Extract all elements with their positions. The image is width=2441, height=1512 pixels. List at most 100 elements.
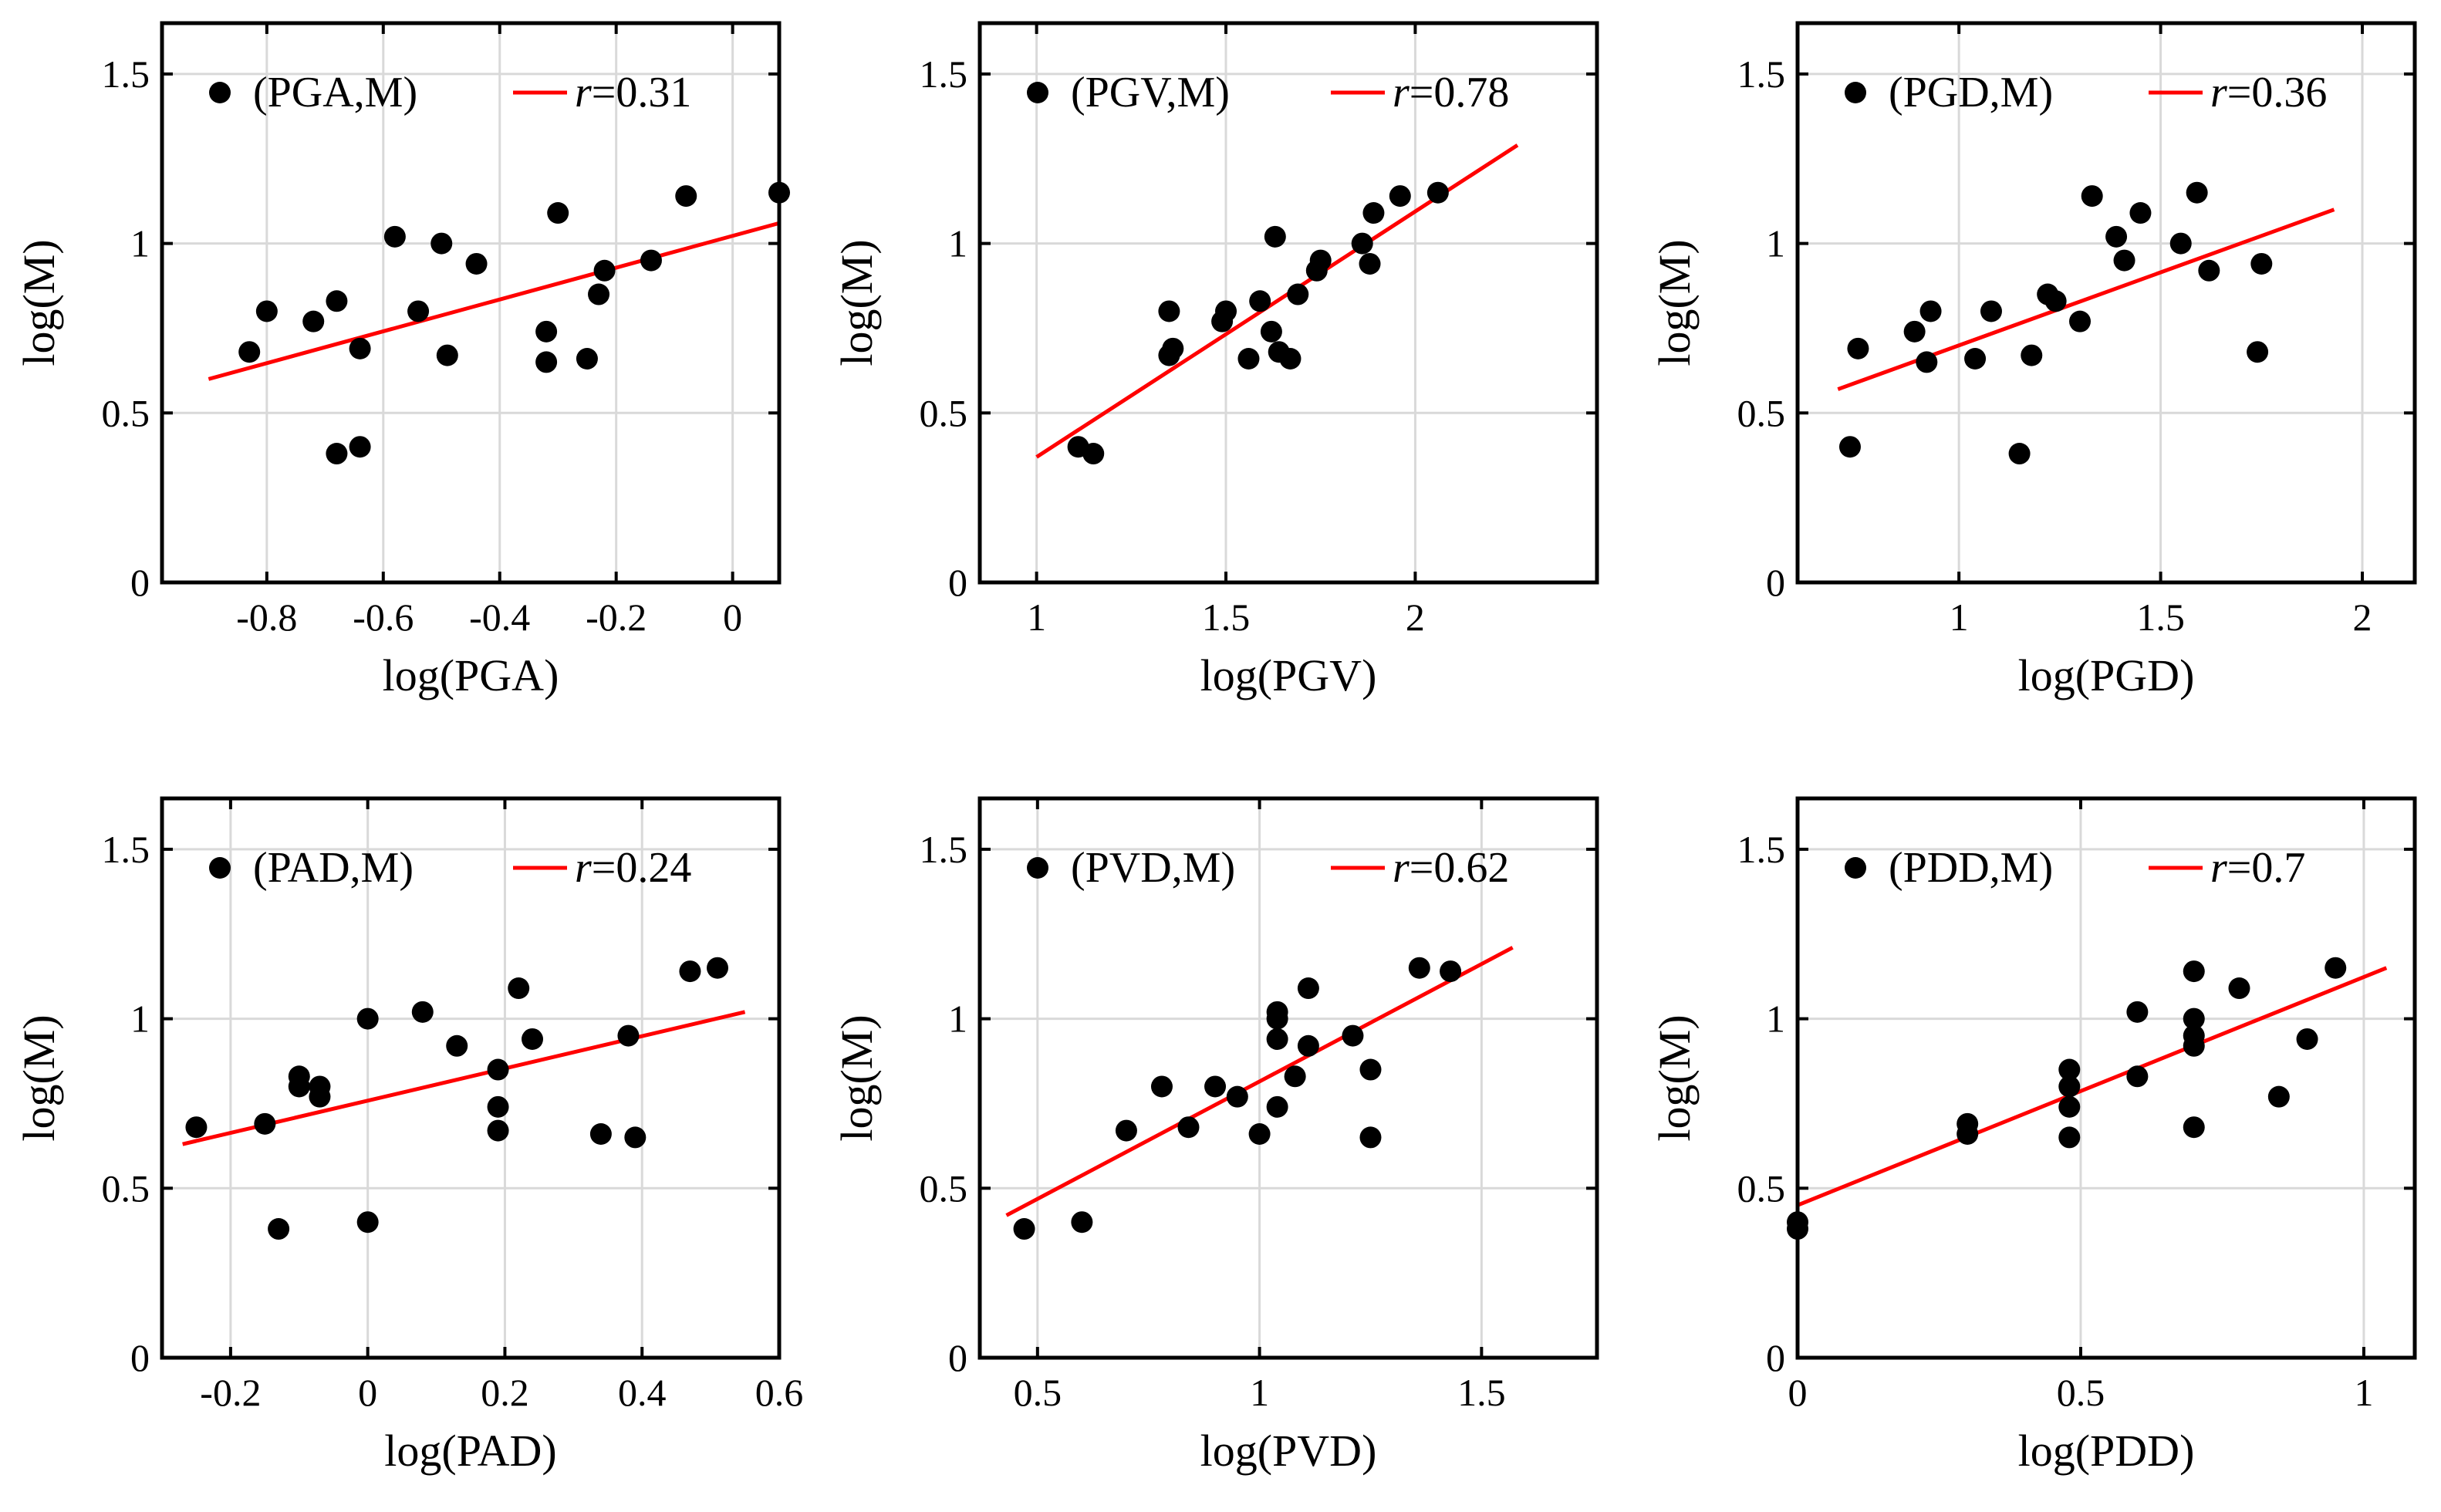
- y-tick-label: 1.5: [102, 52, 150, 96]
- plot-area: [1798, 798, 2415, 1358]
- x-tick-label: -0.4: [469, 596, 530, 639]
- x-tick-label: 0.4: [618, 1371, 667, 1414]
- y-axis-title: log(M): [832, 239, 882, 366]
- axes-frame: [160, 21, 782, 585]
- data-point: [1260, 320, 1282, 343]
- y-tick-label: 0.5: [920, 391, 968, 434]
- axes-frame: [977, 21, 1599, 585]
- legend-r-value: =0.36: [2227, 69, 2328, 116]
- data-point: [2105, 225, 2128, 248]
- x-tick-label: 0.5: [2057, 1371, 2105, 1414]
- legend-marker: [1027, 857, 1048, 879]
- data-point: [2126, 1001, 2149, 1023]
- data-point: [707, 957, 728, 979]
- y-axis-title: log(M): [832, 1014, 882, 1141]
- data-point: [2267, 1085, 2290, 1108]
- data-point: [535, 351, 558, 373]
- data-point: [1297, 977, 1319, 1000]
- data-point: [1266, 1095, 1288, 1118]
- data-point: [2081, 185, 2103, 208]
- data-point: [465, 252, 488, 275]
- data-point: [487, 1058, 509, 1081]
- y-tick-label: 0.5: [102, 1166, 150, 1210]
- data-point: [1342, 1024, 1364, 1047]
- y-tick-label: 0: [1766, 561, 1785, 604]
- y-axis-title: log(M): [1649, 1014, 1700, 1141]
- legend-point-label: (PGA,M): [253, 69, 417, 116]
- data-point: [2183, 1007, 2205, 1030]
- chart-pdd: 0 0.5 1 0 0.5 1 1.5 (PDD,M) r=0.7 log(PDD) log(M): [1649, 796, 2417, 1476]
- y-tick-label: 1.5: [920, 52, 968, 96]
- data-point: [288, 1075, 310, 1098]
- x-tick-label: 0.2: [481, 1371, 529, 1414]
- x-tick-label: -0.6: [353, 596, 414, 639]
- data-point: [446, 1034, 468, 1057]
- data-point: [593, 259, 616, 282]
- legend-r-label: r=0.24: [575, 844, 691, 892]
- x-tick-label: 1.5: [1457, 1371, 1506, 1414]
- data-point: [1903, 320, 1926, 343]
- data-point: [1408, 957, 1430, 979]
- data-point: [383, 225, 406, 248]
- data-point: [238, 341, 261, 363]
- legend-point-label: (PGD,M): [1889, 69, 2053, 116]
- data-point: [309, 1075, 331, 1098]
- data-point: [1115, 1119, 1137, 1142]
- x-tick-label: 1: [2354, 1371, 2373, 1414]
- data-point: [1013, 1218, 1035, 1240]
- data-point: [2008, 443, 2031, 465]
- data-point: [2228, 977, 2250, 1000]
- y-tick-label: 0.5: [102, 391, 150, 434]
- data-point: [2183, 1116, 2205, 1139]
- data-point: [302, 310, 325, 332]
- data-point: [1215, 300, 1237, 322]
- legend-marker: [1845, 82, 1866, 103]
- data-point: [1204, 1075, 1227, 1098]
- data-point: [254, 1112, 276, 1135]
- data-point: [2058, 1058, 2081, 1081]
- data-point: [1351, 232, 1373, 255]
- chart-pvd: 0.5 1 1.5 0 0.5 1 1.5 (PVD,M) r=0.62 log(PVD) log(…: [832, 796, 1599, 1476]
- legend-r-value: =0.78: [1410, 69, 1510, 116]
- x-tick-label: 1: [1027, 596, 1046, 639]
- x-tick-label: 0: [1788, 1371, 1808, 1414]
- fit-line: [1005, 946, 1514, 1217]
- y-tick-label: 0: [1766, 1336, 1785, 1379]
- y-tick-label: 1.5: [1737, 828, 1786, 871]
- data-point: [1249, 290, 1271, 312]
- data-point: [487, 1119, 509, 1142]
- x-axis-title: log(PDD): [2018, 1426, 2195, 1476]
- chart-pad: -0.2 0 0.2 0.4 0.6 0 0.5 1 1.5 (PAD,M) r=0.24 log(P…: [14, 796, 803, 1476]
- legend-r-label: r=0.31: [575, 69, 691, 116]
- data-point: [1916, 351, 1938, 373]
- data-point: [2325, 957, 2347, 979]
- x-tick-label: 0: [358, 1371, 377, 1414]
- x-axis-title: log(PAD): [384, 1426, 556, 1476]
- data-point: [1226, 1085, 1248, 1108]
- data-point: [679, 960, 701, 983]
- y-tick-label: 1: [948, 222, 967, 265]
- data-point: [2296, 1028, 2318, 1050]
- data-point: [1847, 337, 1869, 359]
- data-point: [535, 320, 558, 343]
- data-point: [617, 1024, 640, 1047]
- y-tick-label: 0.5: [1737, 1166, 1786, 1210]
- legend-r-value: =0.31: [592, 69, 692, 116]
- data-point: [1158, 300, 1180, 322]
- data-point: [1919, 300, 1942, 322]
- data-point: [349, 436, 371, 458]
- y-tick-label: 1.5: [920, 828, 968, 871]
- axes-frame: [977, 796, 1599, 1360]
- data-point: [2126, 1065, 2149, 1088]
- data-point: [326, 443, 348, 465]
- y-axis-title: log(M): [14, 239, 64, 366]
- data-point: [1980, 300, 2002, 322]
- y-tick-label: 0: [130, 1336, 150, 1379]
- data-point: [255, 300, 278, 322]
- y-tick-label: 1: [948, 997, 967, 1041]
- legend-r-value: =0.24: [592, 844, 692, 892]
- x-tick-label: 1: [1250, 1371, 1269, 1414]
- fit-line: [182, 1010, 746, 1146]
- data-point: [1359, 1126, 1382, 1149]
- data-point: [1279, 348, 1302, 370]
